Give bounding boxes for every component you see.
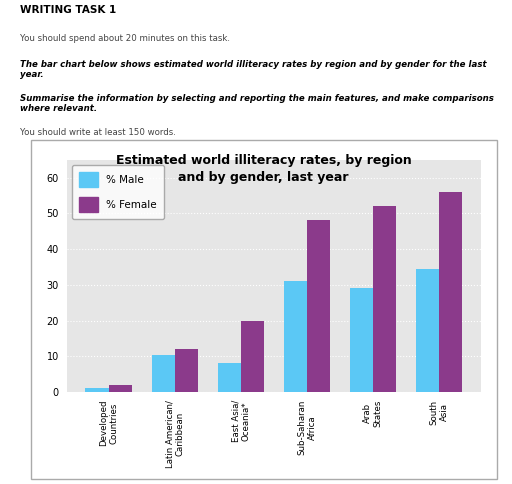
- Bar: [284, 281, 307, 392]
- Text: You should write at least 150 words.: You should write at least 150 words.: [20, 128, 176, 136]
- Bar: [416, 269, 439, 392]
- Legend: % Male, % Female: % Male, % Female: [72, 165, 164, 219]
- Bar: [241, 320, 264, 392]
- Text: You should spend about 20 minutes on this task.: You should spend about 20 minutes on thi…: [20, 33, 230, 43]
- Text: Summarise the information by selecting and reporting the main features, and make: Summarise the information by selecting a…: [20, 94, 495, 113]
- Bar: [86, 389, 109, 392]
- Bar: [152, 354, 175, 392]
- Bar: [439, 192, 462, 392]
- Text: WRITING TASK 1: WRITING TASK 1: [20, 5, 117, 15]
- Bar: [218, 363, 241, 392]
- Bar: [175, 349, 198, 392]
- Text: Estimated world illiteracy rates, by region
and by gender, last year: Estimated world illiteracy rates, by reg…: [116, 154, 412, 184]
- Text: The bar chart below shows estimated world illiteracy rates by region and by gend: The bar chart below shows estimated worl…: [20, 60, 487, 79]
- Bar: [109, 385, 132, 392]
- Bar: [307, 221, 330, 392]
- Bar: [373, 206, 396, 392]
- Bar: [350, 288, 373, 392]
